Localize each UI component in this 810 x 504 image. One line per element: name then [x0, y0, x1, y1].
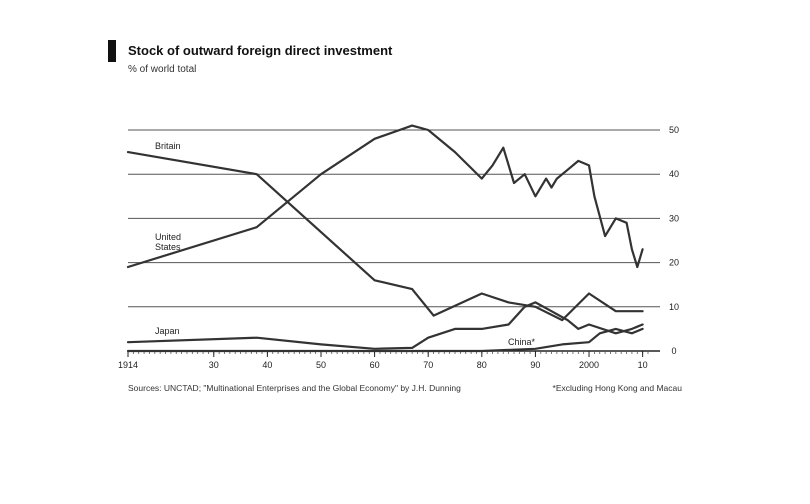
x-tick-label: 10 — [638, 360, 648, 370]
chart-footnote: *Excluding Hong Kong and Macau — [552, 383, 682, 393]
x-tick-label: 80 — [477, 360, 487, 370]
y-tick-label: 40 — [669, 169, 679, 179]
series-line-japan — [126, 301, 644, 350]
series-line-britain — [126, 151, 644, 322]
y-tick-label: 0 — [671, 346, 676, 356]
chart-source: Sources: UNCTAD; "Multinational Enterpri… — [128, 383, 461, 393]
series-label: China* — [508, 337, 536, 347]
x-tick-label: 50 — [316, 360, 326, 370]
series-label: States — [155, 242, 181, 252]
series-line-united-states — [126, 124, 644, 269]
series-line-china — [126, 327, 644, 353]
series-label: United — [155, 232, 181, 242]
chart-subtitle: % of world total — [128, 64, 197, 75]
series-label: Britain — [155, 141, 181, 151]
x-tick-label: 1914 — [118, 360, 138, 370]
chart-title: Stock of outward foreign direct investme… — [128, 43, 393, 58]
x-tick-label: 2000 — [579, 360, 599, 370]
title-accent-bar — [108, 40, 116, 62]
y-tick-label: 50 — [669, 125, 679, 135]
y-tick-label: 10 — [669, 302, 679, 312]
y-tick-label: 20 — [669, 258, 679, 268]
x-tick-label: 70 — [423, 360, 433, 370]
x-tick-label: 90 — [530, 360, 540, 370]
x-tick-label: 40 — [262, 360, 272, 370]
series-label: Japan — [155, 326, 180, 336]
x-tick-label: 60 — [370, 360, 380, 370]
y-tick-label: 30 — [669, 213, 679, 223]
x-tick-label: 30 — [209, 360, 219, 370]
